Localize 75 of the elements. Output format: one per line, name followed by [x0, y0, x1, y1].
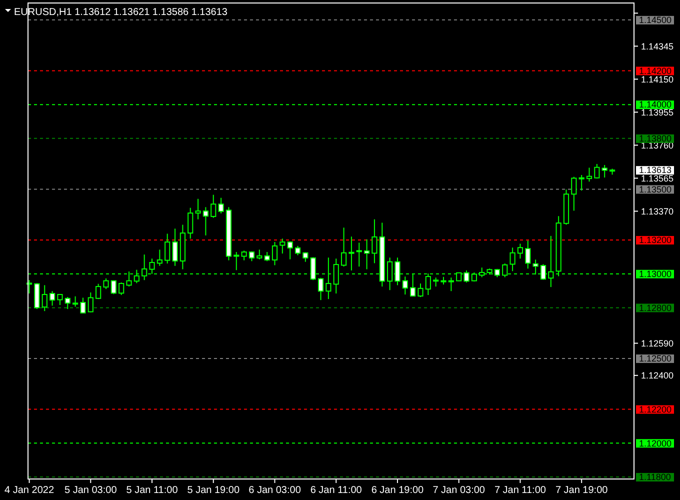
ref-line-label: 1.12200 [639, 404, 672, 414]
candlestick [372, 218, 378, 264]
candlestick [272, 242, 278, 266]
candlestick [57, 294, 63, 306]
x-tick-label: 5 Jan 11:00 [126, 485, 178, 496]
ref-line-label: 1.12000 [639, 438, 672, 448]
ref-line-label: 1.12800 [639, 302, 672, 313]
candlestick [571, 176, 577, 212]
candlestick [517, 243, 524, 260]
y-tick-label: 1.13955 [641, 107, 674, 118]
x-tick-label: 5 Jan 19:00 [187, 485, 240, 496]
candlestick [356, 242, 362, 268]
y-tick-label: 1.12590 [641, 338, 674, 348]
x-tick-label: 6 Jan 19:00 [371, 485, 424, 496]
candlestick [586, 167, 592, 182]
candlestick [602, 164, 608, 178]
ref-line-label: 1.13000 [639, 268, 672, 279]
ref-line-label: 1.14500 [639, 15, 672, 26]
candlestick [42, 284, 48, 312]
y-tick-label: 1.12400 [641, 370, 674, 381]
candlestick [72, 296, 78, 308]
candlestick [156, 249, 162, 266]
candlestick [164, 233, 170, 264]
x-tick-label: 7 Jan 11:00 [494, 485, 546, 496]
ref-line-label: 1.14200 [639, 66, 672, 76]
ref-line-label: 1.13200 [639, 235, 672, 246]
x-tick-label: 7 Jan 19:00 [555, 485, 608, 496]
candlestick [318, 277, 324, 301]
ref-line-label: 1.12500 [639, 354, 672, 364]
candlestick [525, 240, 531, 270]
candlestick [287, 240, 293, 260]
ref-line-label: 1.14000 [639, 100, 672, 110]
candlestick [364, 238, 370, 270]
candlestick [110, 280, 116, 295]
candlestick [294, 245, 301, 256]
y-tick-label: 1.13370 [641, 206, 674, 216]
candlestick [264, 252, 270, 262]
x-tick-label: 7 Jan 03:00 [432, 485, 486, 496]
candlestick [103, 278, 109, 290]
candlestick [418, 282, 424, 298]
candlestick [218, 197, 224, 214]
candlestick [64, 296, 70, 310]
candlestick [202, 206, 209, 236]
candlestick [402, 276, 408, 295]
candlestick [34, 282, 40, 310]
y-tick-label: 1.14345 [641, 41, 674, 52]
x-tick-label: 6 Jan 11:00 [310, 485, 362, 496]
ref-line-label: 1.13500 [639, 184, 672, 194]
candlestick [96, 283, 102, 300]
x-tick-label: 5 Jan 03:00 [64, 485, 118, 496]
candlestick [172, 228, 178, 266]
ref-line-label: 1.11800 [639, 472, 671, 482]
candlestick [49, 290, 56, 306]
candlestick [241, 250, 247, 261]
y-tick-label: 1.14150 [641, 74, 674, 84]
text: 1.13613 [639, 165, 672, 176]
x-tick-label: 4 Jan 2022 [4, 485, 54, 496]
candlestick [256, 249, 262, 260]
candlestick [578, 174, 584, 192]
candlestick [118, 282, 124, 296]
candlestick [195, 198, 201, 220]
candlestick [234, 252, 240, 271]
candlestick [210, 194, 216, 218]
y-tick-label: 1.13565 [641, 173, 674, 184]
candlestick [594, 163, 600, 180]
ref-line-label: 1.13800 [639, 134, 672, 144]
x-tick-label: 6 Jan 03:00 [248, 485, 302, 496]
candlestick [348, 236, 354, 271]
candlestick [340, 227, 347, 268]
candlestick [80, 297, 86, 314]
candlestick [448, 277, 454, 292]
candlestick [88, 292, 94, 313]
candlestick [280, 238, 286, 254]
candlestick [510, 247, 516, 272]
candlestick [188, 207, 194, 240]
